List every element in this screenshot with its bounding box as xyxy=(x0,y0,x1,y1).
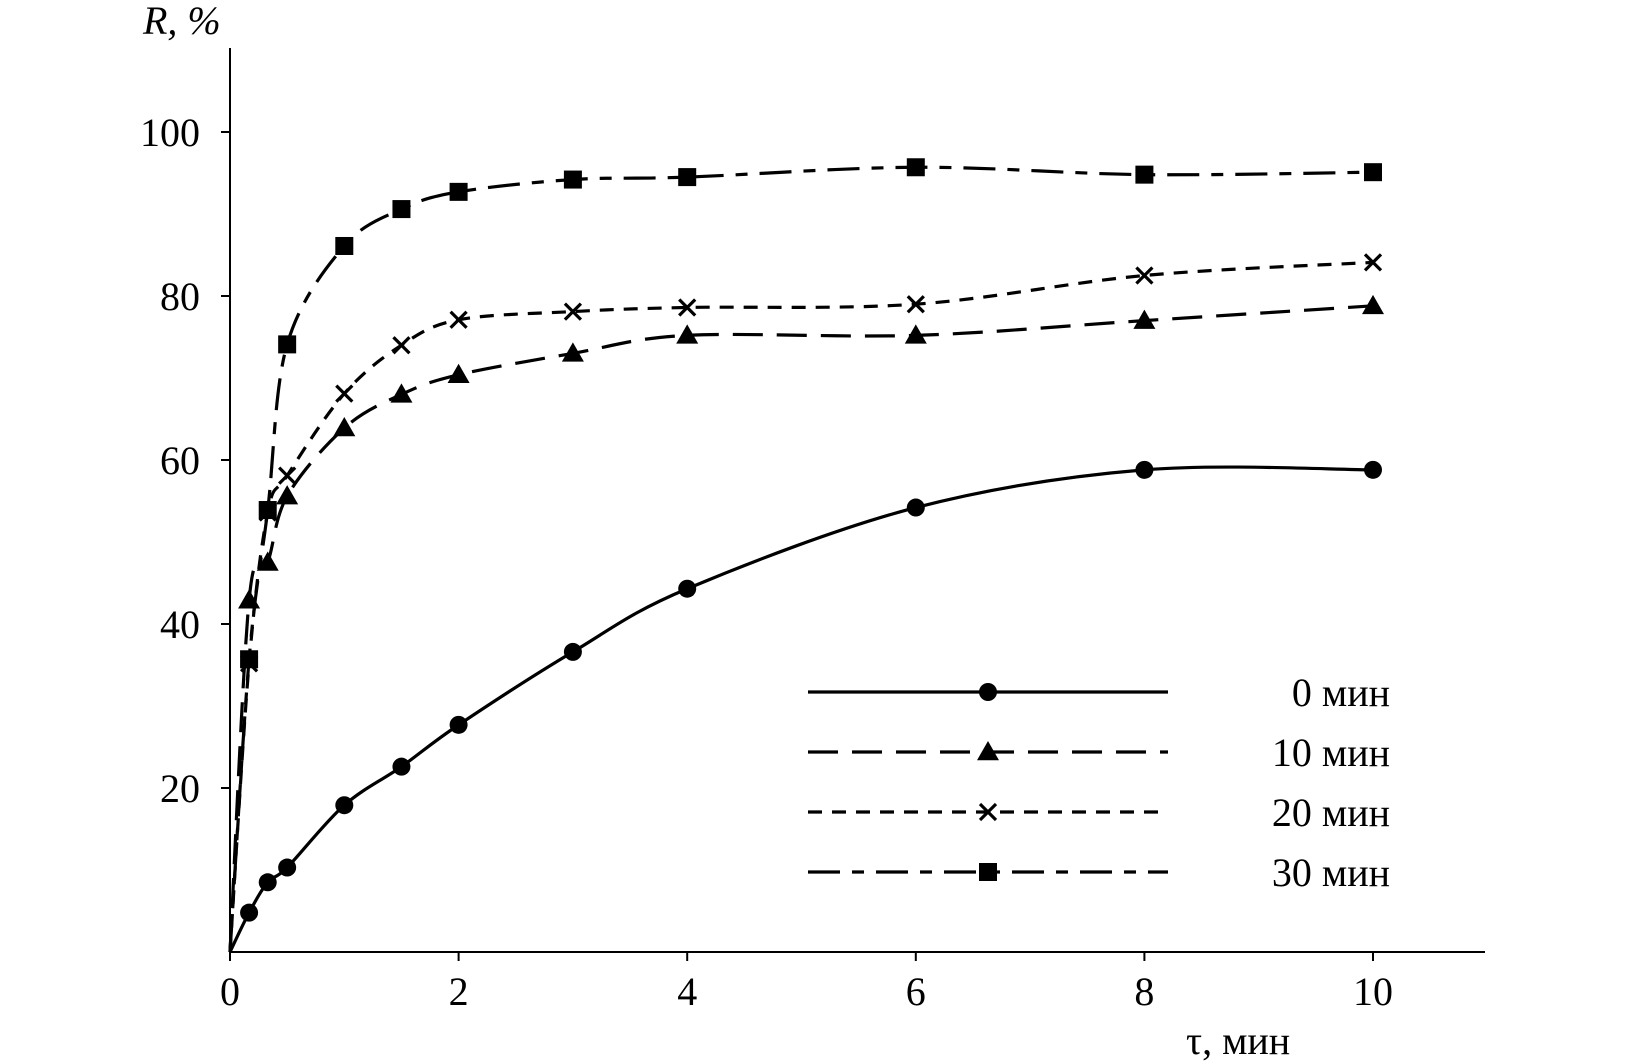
data-point xyxy=(563,642,582,661)
y-tick-label: 80 xyxy=(160,274,200,319)
legend-item: 10 мин xyxy=(808,730,1390,775)
data-point xyxy=(563,302,583,321)
data-point xyxy=(335,236,354,255)
legend-marker xyxy=(979,863,997,881)
data-point xyxy=(906,158,925,177)
legend-marker xyxy=(979,683,997,701)
x-tick-label: 6 xyxy=(906,969,926,1014)
data-point xyxy=(392,200,411,219)
data-point xyxy=(449,715,468,734)
legend-label: 30 мин xyxy=(1272,850,1390,895)
data-point xyxy=(278,335,297,354)
data-point xyxy=(1364,163,1382,182)
data-point xyxy=(333,417,356,437)
x-ticks: 0 2 4 6 8 10 xyxy=(220,952,1393,1014)
data-point xyxy=(390,383,413,403)
data-point xyxy=(449,182,468,201)
data-point xyxy=(906,498,925,517)
data-point xyxy=(1135,165,1154,184)
data-point xyxy=(904,324,927,344)
data-point xyxy=(335,384,354,403)
data-point xyxy=(256,551,279,571)
data-point xyxy=(563,170,582,189)
series-group xyxy=(228,158,1384,953)
series-1 xyxy=(228,294,1384,953)
data-point xyxy=(1135,266,1154,285)
data-point xyxy=(906,295,925,314)
x-tick-label: 0 xyxy=(220,969,240,1014)
y-ticks: 20 40 60 80 100 xyxy=(140,110,230,811)
data-point xyxy=(240,903,259,922)
data-point xyxy=(335,796,354,815)
data-point xyxy=(1364,460,1382,479)
legend: 0 мин 10 мин 20 мин 30 мин xyxy=(808,670,1390,895)
data-point xyxy=(392,336,411,355)
data-point xyxy=(276,485,299,505)
legend-label: 0 мин xyxy=(1292,670,1390,715)
data-point xyxy=(258,501,277,520)
series-3 xyxy=(228,158,1382,953)
data-point xyxy=(278,858,297,877)
legend-item: 20 мин xyxy=(808,790,1390,835)
legend-marker xyxy=(977,741,999,761)
data-point xyxy=(1133,309,1156,329)
data-point xyxy=(447,363,470,383)
legend-label: 20 мин xyxy=(1272,790,1390,835)
data-point xyxy=(1363,253,1383,272)
x-axis-title: τ, мин xyxy=(1186,1018,1290,1062)
legend-item: 0 мин xyxy=(808,670,1390,715)
data-point xyxy=(392,757,411,776)
x-tick-label: 8 xyxy=(1134,969,1154,1014)
data-point xyxy=(278,466,297,485)
data-point xyxy=(676,324,699,344)
x-tick-label: 2 xyxy=(449,969,469,1014)
data-point xyxy=(561,342,584,362)
legend-label: 10 мин xyxy=(1272,730,1390,775)
y-tick-label: 20 xyxy=(160,766,200,811)
data-point xyxy=(1135,460,1154,479)
series-line xyxy=(228,304,1374,953)
legend-item: 30 мин xyxy=(808,850,1390,895)
axes xyxy=(229,48,1485,953)
series-line xyxy=(228,260,1374,953)
y-tick-label: 40 xyxy=(160,602,200,647)
y-tick-label: 100 xyxy=(140,110,200,155)
series-line xyxy=(228,465,1374,953)
data-point xyxy=(1362,294,1384,315)
legend-marker xyxy=(978,802,998,822)
data-point xyxy=(258,873,277,892)
series-line xyxy=(228,165,1374,953)
x-tick-label: 4 xyxy=(677,969,697,1014)
series-2 xyxy=(228,253,1383,953)
data-point xyxy=(240,650,259,669)
data-point xyxy=(678,168,697,187)
data-point xyxy=(449,310,468,329)
x-tick-label: 10 xyxy=(1353,969,1393,1014)
data-point xyxy=(678,579,697,598)
series-0 xyxy=(228,460,1382,953)
y-tick-label: 60 xyxy=(160,438,200,483)
y-axis-title: R, % xyxy=(142,0,221,43)
data-point xyxy=(678,298,697,317)
